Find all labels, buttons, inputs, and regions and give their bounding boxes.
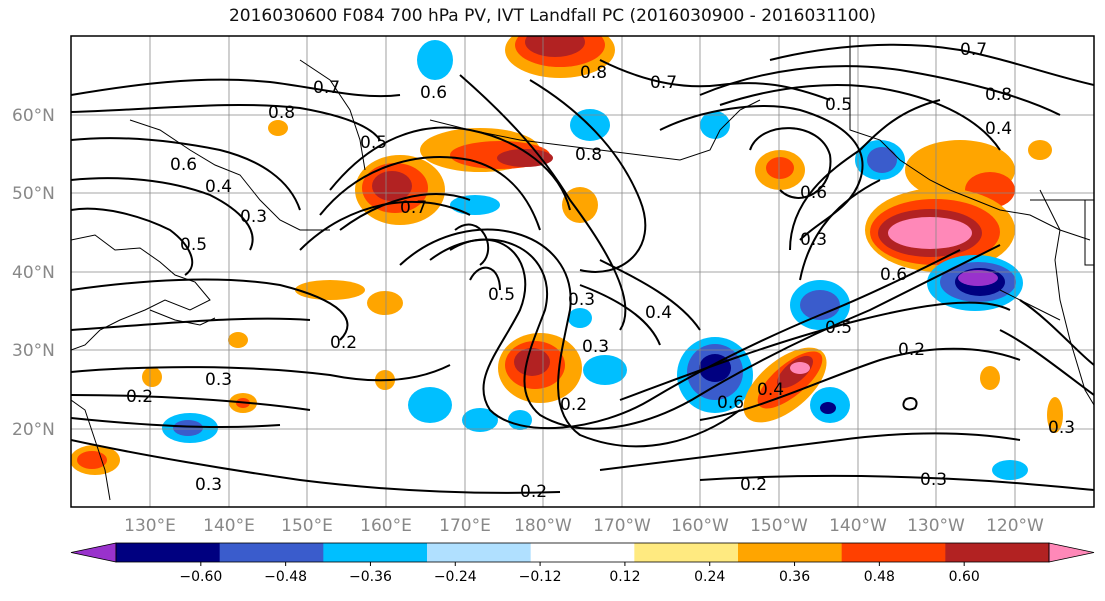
contour-label: 0.3 — [568, 290, 595, 310]
contour-label: 0.2 — [520, 482, 547, 502]
colorbar-segment — [841, 543, 946, 562]
lat-label: 40°N — [12, 263, 55, 283]
contour-label: 0.4 — [985, 119, 1012, 139]
contour-label: 0.7 — [650, 73, 677, 93]
contour-label: 0.2 — [560, 395, 587, 415]
lon-label: 150°W — [750, 516, 808, 536]
contour-label-group: 0.7 0.8 0.5 0.6 0.4 0.3 0.5 0.7 0.6 0.8 … — [126, 40, 1075, 502]
colorbar-segment — [945, 543, 1050, 562]
contour-label: 0.7 — [400, 198, 427, 218]
contour-label: 0.6 — [170, 155, 197, 175]
colorbar-tick-label: 0.24 — [694, 569, 725, 585]
contour-label: 0.3 — [205, 370, 232, 390]
lon-label: 170°E — [439, 516, 491, 536]
lon-label: 130°E — [124, 516, 176, 536]
contour-label: 0.3 — [240, 207, 267, 227]
contour-label: 0.2 — [740, 475, 767, 495]
contour-label: 0.8 — [268, 103, 295, 123]
lat-label: 60°N — [12, 106, 55, 126]
lon-label: 130°W — [907, 516, 965, 536]
contour-label: 0.2 — [898, 340, 925, 360]
colorbar-tick-label: −0.60 — [179, 569, 222, 585]
contour-label: 0.6 — [800, 183, 827, 203]
lat-label: 30°N — [12, 341, 55, 361]
lon-label: 170°W — [593, 516, 651, 536]
plot-frame — [70, 35, 1095, 508]
colorbar-segment — [738, 543, 843, 562]
contour-label: 0.4 — [757, 380, 784, 400]
colorbar: −0.60 −0.48 −0.36 −0.24 −0.12 0.12 0.24 0.36 0.4… — [70, 542, 1095, 585]
lon-label: 120°W — [986, 516, 1044, 536]
contour-label: 0.6 — [717, 393, 744, 413]
colorbar-tick-label: −0.12 — [519, 569, 562, 585]
contour-label: 0.4 — [205, 177, 232, 197]
colorbar-tick-label: 0.12 — [609, 569, 640, 585]
map-title: 2016030600 F084 700 hPa PV, IVT Landfall… — [228, 6, 876, 26]
colorbar-segment — [530, 543, 635, 562]
contour-label: 0.4 — [645, 303, 672, 323]
colorbar-extend-min — [70, 542, 117, 563]
contour-label: 0.3 — [582, 337, 609, 357]
map-plot-area — [71, 36, 1094, 507]
contour-label: 0.5 — [360, 133, 387, 153]
colorbar-tick-label: −0.48 — [264, 569, 307, 585]
lon-label: 180°W — [514, 516, 572, 536]
lon-label: 150°E — [281, 516, 333, 536]
contour-label: 0.5 — [180, 235, 207, 255]
colorbar-segment — [323, 543, 428, 562]
contour-label: 0.8 — [985, 85, 1012, 105]
colorbar-segment — [116, 543, 221, 562]
latitude-axis: 60°N 50°N 40°N 30°N 20°N — [12, 106, 55, 440]
pv-contours — [71, 43, 1094, 494]
contour-label: 0.6 — [420, 83, 447, 103]
colorbar-extend-max — [1048, 542, 1095, 563]
lon-label: 160°W — [671, 516, 729, 536]
contour-label: 0.7 — [960, 40, 987, 60]
contour-label: 0.3 — [1048, 418, 1075, 438]
lon-label: 140°W — [829, 516, 887, 536]
colorbar-tick-label: −0.36 — [349, 569, 392, 585]
lat-label: 20°N — [12, 420, 55, 440]
lon-label: 140°E — [203, 516, 255, 536]
contour-label: 0.2 — [330, 333, 357, 353]
contour-label: 0.3 — [920, 470, 947, 490]
contour-label: 0.5 — [825, 318, 852, 338]
lat-label: 50°N — [12, 184, 55, 204]
colorbar-segment — [219, 543, 324, 562]
contour-label: 0.5 — [825, 95, 852, 115]
colorbar-tick-label: −0.24 — [434, 569, 477, 585]
colorbar-segment — [634, 543, 739, 562]
contour-label: 0.5 — [488, 285, 515, 305]
contour-label: 0.6 — [880, 265, 907, 285]
contour-label: 0.8 — [580, 63, 607, 83]
contour-label: 0.7 — [313, 78, 340, 98]
contour-label: 0.3 — [800, 230, 827, 250]
longitude-axis: 130°E 140°E 150°E 160°E 170°E 180°W 170°… — [124, 516, 1044, 536]
contour-label: 0.8 — [575, 145, 602, 165]
colorbar-frame — [115, 542, 1050, 563]
colorbar-tick-label: 0.36 — [779, 569, 810, 585]
colorbar-tick-label: 0.48 — [864, 569, 895, 585]
colorbar-segment — [427, 543, 532, 562]
contour-label: 0.3 — [195, 475, 222, 495]
contour-label: 0.2 — [126, 387, 153, 407]
lon-label: 160°E — [360, 516, 412, 536]
colorbar-tick-label: 0.60 — [949, 569, 980, 585]
coastlines — [71, 36, 1094, 501]
